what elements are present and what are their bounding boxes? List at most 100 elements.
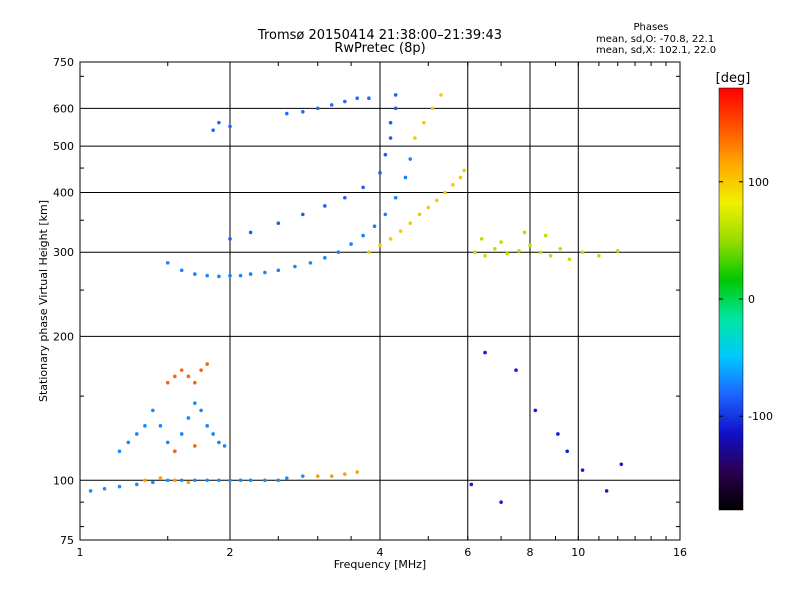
data-point: [222, 444, 227, 448]
data-point: [398, 229, 403, 233]
data-point: [158, 424, 163, 428]
data-point: [217, 120, 221, 125]
data-point: [193, 444, 197, 448]
data-point: [473, 250, 477, 255]
phase-stats-o: mean, sd,O: -70.8, 22.1: [596, 34, 715, 45]
data-point: [158, 476, 163, 481]
data-point: [126, 440, 131, 445]
data-point: [567, 257, 572, 262]
data-point: [378, 170, 382, 175]
data-point: [343, 195, 347, 200]
data-point: [355, 470, 359, 474]
data-point: [179, 368, 184, 372]
data-point: [361, 233, 365, 238]
data-point: [538, 250, 543, 255]
data-point: [134, 432, 139, 436]
data-point: [361, 185, 365, 190]
data-point: [393, 93, 398, 97]
data-point: [308, 261, 313, 265]
y-tick-label: 300: [53, 246, 74, 259]
data-point: [228, 478, 232, 483]
data-point: [165, 478, 170, 483]
data-point: [88, 489, 93, 493]
x-axis-label: Frequency [MHz]: [334, 558, 426, 571]
data-point: [276, 478, 281, 483]
x-tick-label: 8: [527, 546, 534, 559]
phase-stats-x: mean, sd,X: 102.1, 22.0: [596, 45, 717, 56]
data-point: [301, 212, 305, 217]
data-point: [205, 362, 209, 366]
data-point: [301, 110, 305, 114]
data-point: [117, 449, 122, 454]
data-point: [426, 205, 431, 210]
data-point: [388, 237, 393, 241]
data-point: [186, 480, 191, 485]
data-point: [248, 272, 253, 276]
data-point: [211, 128, 215, 132]
data-point: [151, 408, 155, 413]
x-tick-label: 10: [571, 546, 585, 559]
data-point: [349, 242, 353, 246]
data-point: [248, 230, 253, 235]
data-point: [199, 368, 203, 372]
data-point: [193, 380, 197, 385]
data-point: [597, 253, 601, 258]
colorbar-tick-label: 100: [748, 176, 769, 189]
y-axis-label: Stationary phase Virtual Height [km]: [37, 200, 50, 402]
x-tick-label: 6: [464, 546, 471, 559]
data-point: [528, 243, 532, 248]
data-point: [543, 233, 548, 238]
data-point: [565, 449, 569, 454]
data-point: [451, 183, 455, 187]
data-point: [323, 204, 327, 208]
data-point: [199, 408, 203, 413]
data-point: [263, 270, 267, 275]
data-point: [462, 168, 466, 173]
data-point: [173, 374, 177, 379]
data-point: [604, 489, 609, 493]
data-point: [388, 136, 393, 140]
y-tick-label: 75: [60, 534, 74, 547]
data-point: [367, 250, 371, 255]
colorbar-ticks: 100 0 -100: [719, 176, 773, 423]
data-point: [372, 224, 377, 229]
data-point: [179, 478, 184, 483]
data-point: [165, 440, 170, 445]
data-point: [343, 99, 347, 104]
data-point: [505, 251, 509, 256]
data-point: [211, 432, 215, 436]
data-point: [143, 424, 147, 428]
axis-ticks: 1 2 4 6 8 10 16 75 100 200 300 400 500 600 750: [53, 56, 687, 559]
data-point: [413, 136, 417, 140]
data-point: [228, 124, 232, 129]
data-point: [179, 268, 184, 273]
data-point: [193, 272, 197, 276]
data-point: [228, 237, 232, 241]
data-point: [329, 103, 334, 107]
data-point: [248, 478, 253, 483]
data-point: [238, 273, 243, 278]
data-point: [117, 484, 122, 489]
data-point: [422, 120, 426, 125]
data-point: [293, 264, 297, 269]
data-point: [336, 250, 341, 255]
data-point: [134, 482, 139, 487]
data-point: [173, 478, 177, 483]
data-point: [276, 221, 281, 226]
data-point: [499, 240, 503, 244]
data-point: [217, 440, 221, 445]
data-point: [483, 350, 487, 355]
data-point: [479, 237, 484, 241]
data-point: [615, 249, 620, 253]
data-point: [443, 190, 447, 195]
data-point: [533, 408, 538, 413]
data-point: [263, 478, 267, 483]
data-point: [323, 256, 327, 260]
data-point: [388, 120, 393, 125]
data-point: [469, 482, 474, 487]
y-tick-label: 600: [53, 102, 74, 115]
data-point: [193, 401, 197, 405]
data-point: [439, 93, 443, 97]
data-point: [483, 253, 487, 258]
